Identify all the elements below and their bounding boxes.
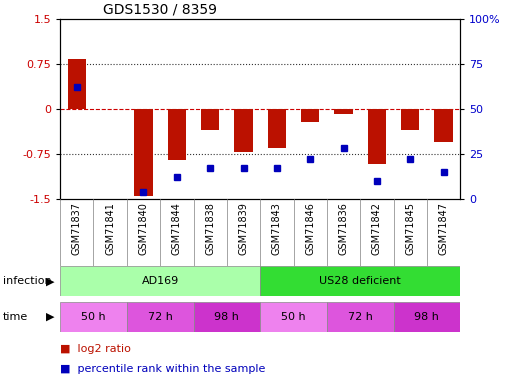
Text: 72 h: 72 h — [348, 312, 373, 322]
Bar — [301, 109, 320, 122]
Text: ▶: ▶ — [47, 276, 55, 286]
Text: GDS1530 / 8359: GDS1530 / 8359 — [103, 3, 217, 17]
Bar — [435, 109, 453, 142]
Bar — [168, 109, 186, 160]
Bar — [194, 302, 260, 332]
Bar — [393, 302, 460, 332]
Text: time: time — [3, 312, 28, 322]
Text: GSM71837: GSM71837 — [72, 202, 82, 255]
Text: GSM71836: GSM71836 — [338, 202, 348, 255]
Text: US28 deficient: US28 deficient — [320, 276, 401, 286]
Text: 98 h: 98 h — [214, 312, 240, 322]
Text: GSM71838: GSM71838 — [205, 202, 215, 255]
Bar — [260, 302, 327, 332]
Text: GSM71841: GSM71841 — [105, 202, 115, 255]
Text: infection: infection — [3, 276, 51, 286]
Text: 72 h: 72 h — [147, 312, 173, 322]
Text: GSM71845: GSM71845 — [405, 202, 415, 255]
Bar — [334, 109, 353, 114]
Bar — [60, 302, 127, 332]
Bar — [268, 109, 286, 148]
Text: ■  percentile rank within the sample: ■ percentile rank within the sample — [60, 364, 266, 374]
Text: 50 h: 50 h — [281, 312, 306, 322]
Bar — [134, 109, 153, 196]
Bar — [368, 109, 386, 164]
Bar — [127, 302, 194, 332]
Text: 98 h: 98 h — [414, 312, 439, 322]
Text: GSM71843: GSM71843 — [272, 202, 282, 255]
Text: GSM71847: GSM71847 — [439, 202, 449, 255]
Bar — [327, 302, 393, 332]
Bar — [401, 109, 419, 130]
Bar — [234, 109, 253, 152]
Bar — [67, 59, 86, 109]
Text: ▶: ▶ — [47, 312, 55, 322]
Text: GSM71844: GSM71844 — [172, 202, 182, 255]
Bar — [60, 266, 260, 296]
Bar — [201, 109, 219, 130]
Text: GSM71842: GSM71842 — [372, 202, 382, 255]
Bar — [260, 266, 460, 296]
Text: GSM71839: GSM71839 — [238, 202, 248, 255]
Text: GSM71846: GSM71846 — [305, 202, 315, 255]
Text: 50 h: 50 h — [81, 312, 106, 322]
Text: ■  log2 ratio: ■ log2 ratio — [60, 344, 131, 354]
Text: AD169: AD169 — [142, 276, 179, 286]
Text: GSM71840: GSM71840 — [139, 202, 149, 255]
